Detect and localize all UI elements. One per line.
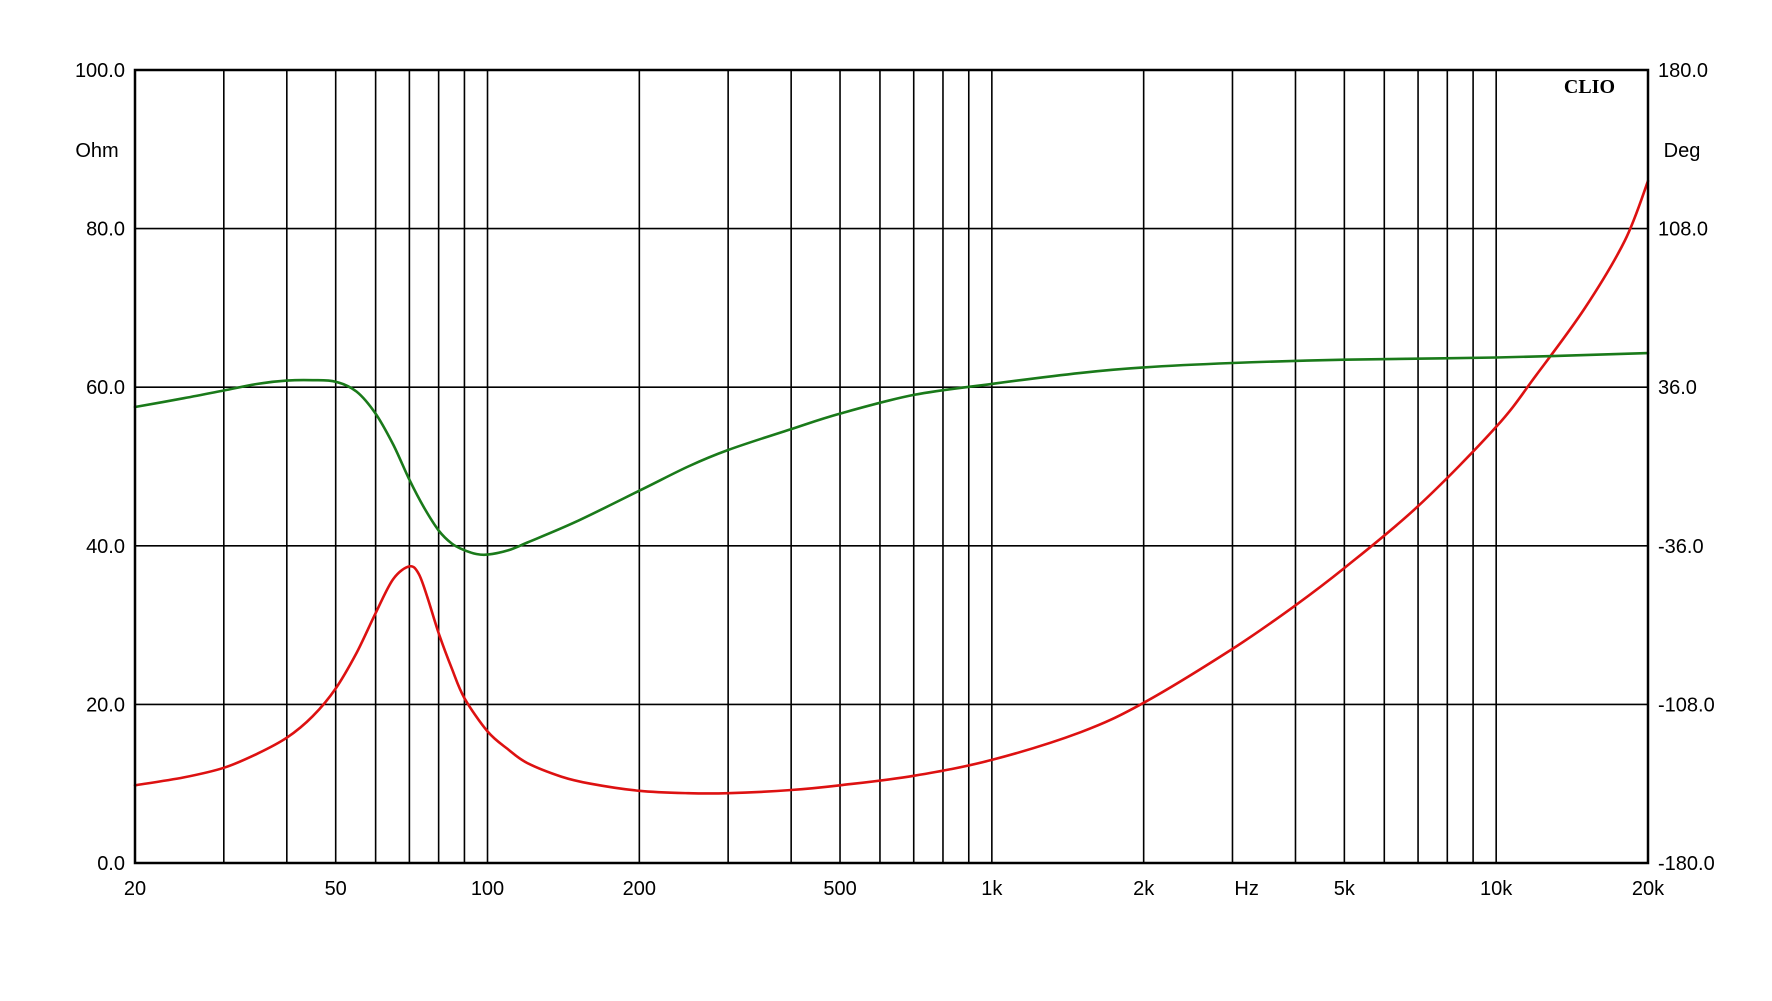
x-axis-unit-label: Hz — [1234, 878, 1258, 900]
plot-background — [135, 70, 1648, 863]
x-tick-label: 500 — [823, 878, 856, 900]
y-right-tick-label: -108.0 — [1658, 694, 1715, 716]
plot-frame — [133, 68, 1650, 865]
y-left-axis-title: Ohm — [75, 140, 118, 162]
y-right-tick-label: 180.0 — [1658, 60, 1708, 82]
tick-labels: 20 50 100 200 500 1k 2k 5k 10k 20k Hz 0.0 20.0 40.0 60… — [75, 60, 1715, 900]
y-left-tick-label: 40.0 — [86, 536, 125, 558]
y-left-tick-label: 20.0 — [86, 694, 125, 716]
y-right-axis-title: Deg — [1664, 140, 1701, 162]
series-group — [133, 179, 1650, 795]
y-left-tick-label: 100.0 — [75, 60, 125, 82]
impedance-curve — [133, 179, 1650, 795]
x-tick-label: 2k — [1133, 878, 1155, 900]
y-right-tick-label: 36.0 — [1658, 377, 1697, 399]
y-left-tick-label: 60.0 — [86, 377, 125, 399]
x-tick-label: 10k — [1480, 878, 1513, 900]
x-tick-label: 1k — [981, 878, 1003, 900]
y-right-tick-label: -36.0 — [1658, 536, 1704, 558]
x-tick-label: 100 — [471, 878, 504, 900]
y-right-tick-label: -180.0 — [1658, 853, 1715, 875]
x-tick-label: 20k — [1632, 878, 1665, 900]
y-left-tick-label: 80.0 — [86, 219, 125, 241]
grid — [135, 70, 1648, 863]
x-tick-label: 5k — [1334, 878, 1356, 900]
phase-curve — [133, 351, 1650, 557]
x-tick-label: 200 — [623, 878, 656, 900]
clio-brand-label: CLIO — [1564, 76, 1615, 98]
x-tick-label: 50 — [325, 878, 347, 900]
y-right-tick-label: 108.0 — [1658, 219, 1708, 241]
y-left-tick-label: 0.0 — [97, 853, 125, 875]
x-tick-label: 20 — [124, 878, 146, 900]
